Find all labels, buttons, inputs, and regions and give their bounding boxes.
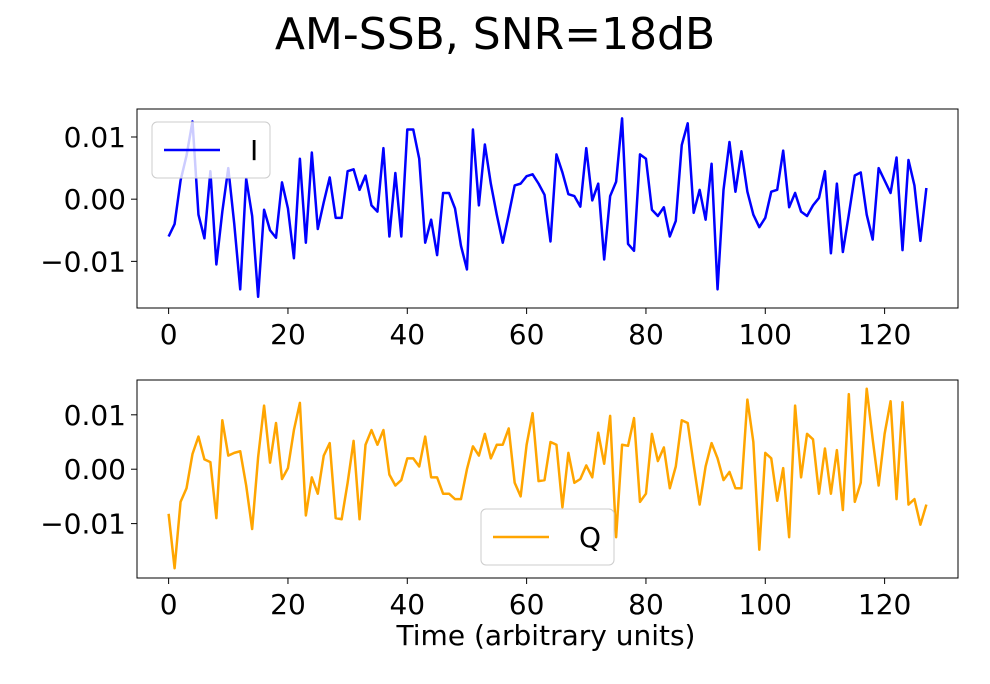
- y-tick-label: 0.00: [64, 453, 126, 486]
- x-tick-label: 0: [160, 318, 178, 351]
- x-tick-label: 40: [389, 318, 425, 351]
- x-tick-label: 80: [628, 588, 664, 621]
- y-tick-label: 0.00: [64, 183, 126, 216]
- y-tick-label: 0.01: [64, 399, 126, 432]
- x-tick-label: 60: [509, 318, 545, 351]
- axes-frame: [136, 379, 959, 579]
- subplot-i: −0.01 0.00 0.01 0 20 40 60 80 100 120 I: [40, 108, 959, 351]
- figure-title: AM-SSB, SNR=18dB: [275, 9, 715, 60]
- x-tick-label: 20: [270, 318, 306, 351]
- legend-label-i: I: [250, 134, 258, 167]
- axes-frame: [136, 108, 959, 309]
- legend-label-q: Q: [579, 521, 601, 554]
- x-tick-label: 120: [858, 318, 911, 351]
- x-tick-label: 0: [160, 588, 178, 621]
- x-axis-label: Time (arbitrary units): [396, 619, 696, 652]
- subplot-q: −0.01 0.00 0.01 0 20 40 60 80 100 120 Q: [40, 379, 959, 621]
- series-line-q: [167, 387, 928, 570]
- x-tick-label: 100: [739, 318, 792, 351]
- y-tick-label: −0.01: [40, 245, 126, 278]
- x-tick-label: 20: [270, 588, 306, 621]
- x-tick-label: 60: [509, 588, 545, 621]
- x-tick-label: 100: [739, 588, 792, 621]
- y-tick-label: −0.01: [40, 508, 126, 541]
- x-tick-label: 80: [628, 318, 664, 351]
- series-line-i: [167, 117, 928, 299]
- y-tick-label: 0.01: [64, 121, 126, 154]
- x-tick-label: 120: [858, 588, 911, 621]
- x-tick-label: 40: [389, 588, 425, 621]
